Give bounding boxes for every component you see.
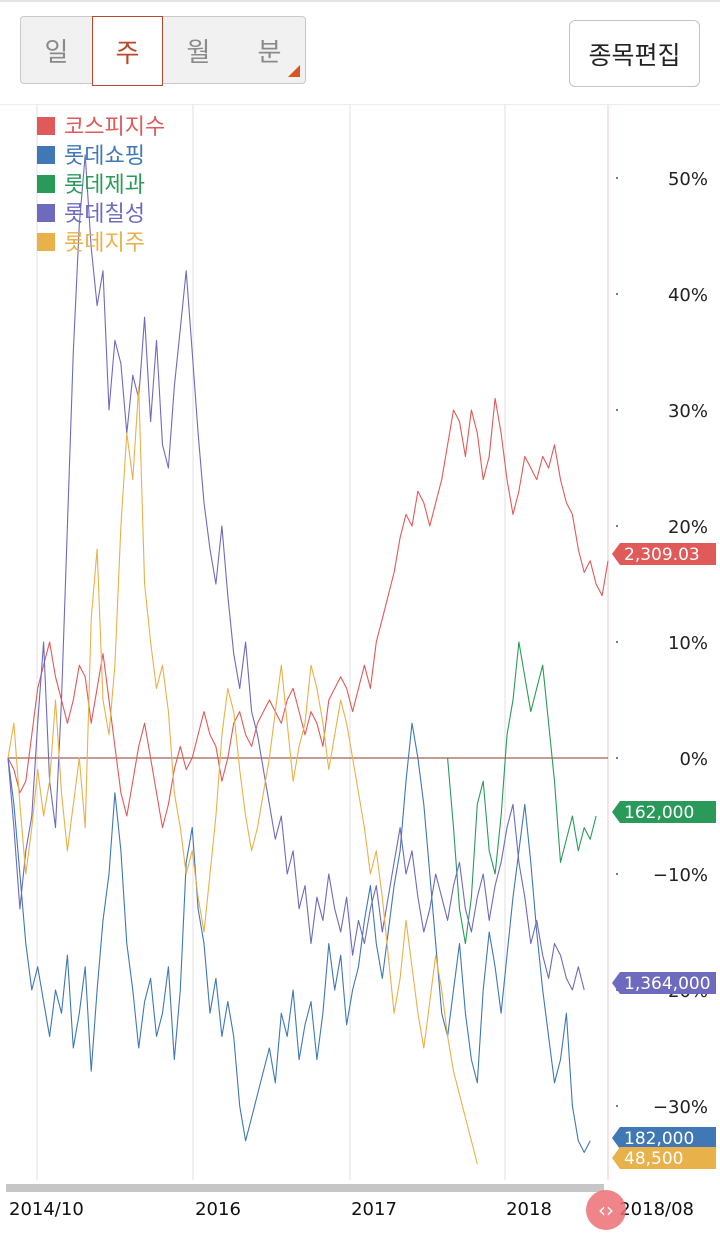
end-value-badge [612, 972, 716, 994]
chart-scrollbar[interactable] [6, 1184, 604, 1192]
legend-label: 롯데칠성 [64, 202, 145, 227]
y-tick-mark [616, 525, 618, 527]
series-line-3 [7, 154, 585, 991]
y-tick-mark [616, 1105, 618, 1107]
y-tick-label: 20% [668, 517, 708, 538]
y-tick-mark [616, 873, 618, 875]
tab-weekly[interactable]: 주 [92, 16, 164, 86]
tab-minute-label: 분 [257, 37, 282, 68]
chart-grid [0, 104, 720, 1180]
legend-swatch [37, 117, 55, 135]
y-tick-label: −30% [653, 1097, 708, 1118]
y-tick-mark [616, 641, 618, 643]
series-lines [7, 154, 609, 1165]
y-tick-mark [616, 293, 618, 295]
tab-monthly[interactable]: 월 [186, 37, 211, 68]
legend-swatch [37, 175, 55, 193]
legend-swatch [37, 233, 55, 251]
y-tick-label: 10% [668, 633, 708, 654]
y-tick-label: 50% [668, 169, 708, 190]
legend-swatch [37, 146, 55, 164]
end-value-badge [612, 1127, 716, 1149]
x-tick-label: 2017 [351, 1199, 397, 1220]
legend-label: 롯데지주 [64, 231, 145, 256]
legend-label: 코스피지수 [64, 115, 165, 140]
end-value-label: 2,309.03 [624, 545, 700, 565]
y-tick-mark [616, 757, 618, 759]
top-divider [0, 0, 720, 2]
x-tick-label: 2018 [506, 1199, 552, 1220]
left-right-arrows-icon: ‹› [598, 1198, 614, 1222]
x-tick-label: 2016 [195, 1199, 241, 1220]
end-value-badge [612, 543, 716, 565]
end-value-label: 1,364,000 [624, 974, 711, 994]
y-tick-label: 30% [668, 401, 708, 422]
y-tick-label: −10% [653, 865, 708, 886]
end-value-badge [612, 801, 716, 823]
edit-stocks-button[interactable]: 종목편집 [569, 20, 700, 87]
end-value-label: 162,000 [624, 803, 694, 823]
series-line-4 [7, 386, 478, 1165]
legend-label: 롯데쇼핑 [64, 144, 145, 169]
y-tick-label: 40% [668, 285, 708, 306]
legend-label: 롯데제과 [64, 173, 145, 198]
legend-swatch [37, 204, 55, 222]
series-line-0 [7, 397, 609, 829]
end-value-badge [612, 1147, 716, 1169]
x-tick-label: 2014/10 [9, 1199, 84, 1220]
x-tick-label: 2018/08 [619, 1199, 694, 1220]
plot-top-border [0, 104, 720, 105]
tab-daily[interactable]: 일 [44, 37, 69, 68]
x-axis-ticks: 2014/10 2016 2017 2018 2018/08 [9, 1199, 694, 1220]
end-value-label: 48,500 [624, 1149, 683, 1169]
y-tick-label: 0% [679, 749, 708, 770]
y-tick-mark [616, 409, 618, 411]
period-tab-group: 일 주 월 분 [20, 16, 306, 86]
tab-minute[interactable]: 분 [234, 16, 305, 84]
end-value-label: 182,000 [624, 1129, 694, 1149]
series-line-1 [7, 722, 591, 1153]
chart-scroll-handle[interactable]: ‹› [586, 1190, 626, 1230]
dropdown-corner-icon [288, 65, 301, 77]
series-line-2 [447, 641, 597, 945]
y-tick-mark [616, 177, 618, 179]
